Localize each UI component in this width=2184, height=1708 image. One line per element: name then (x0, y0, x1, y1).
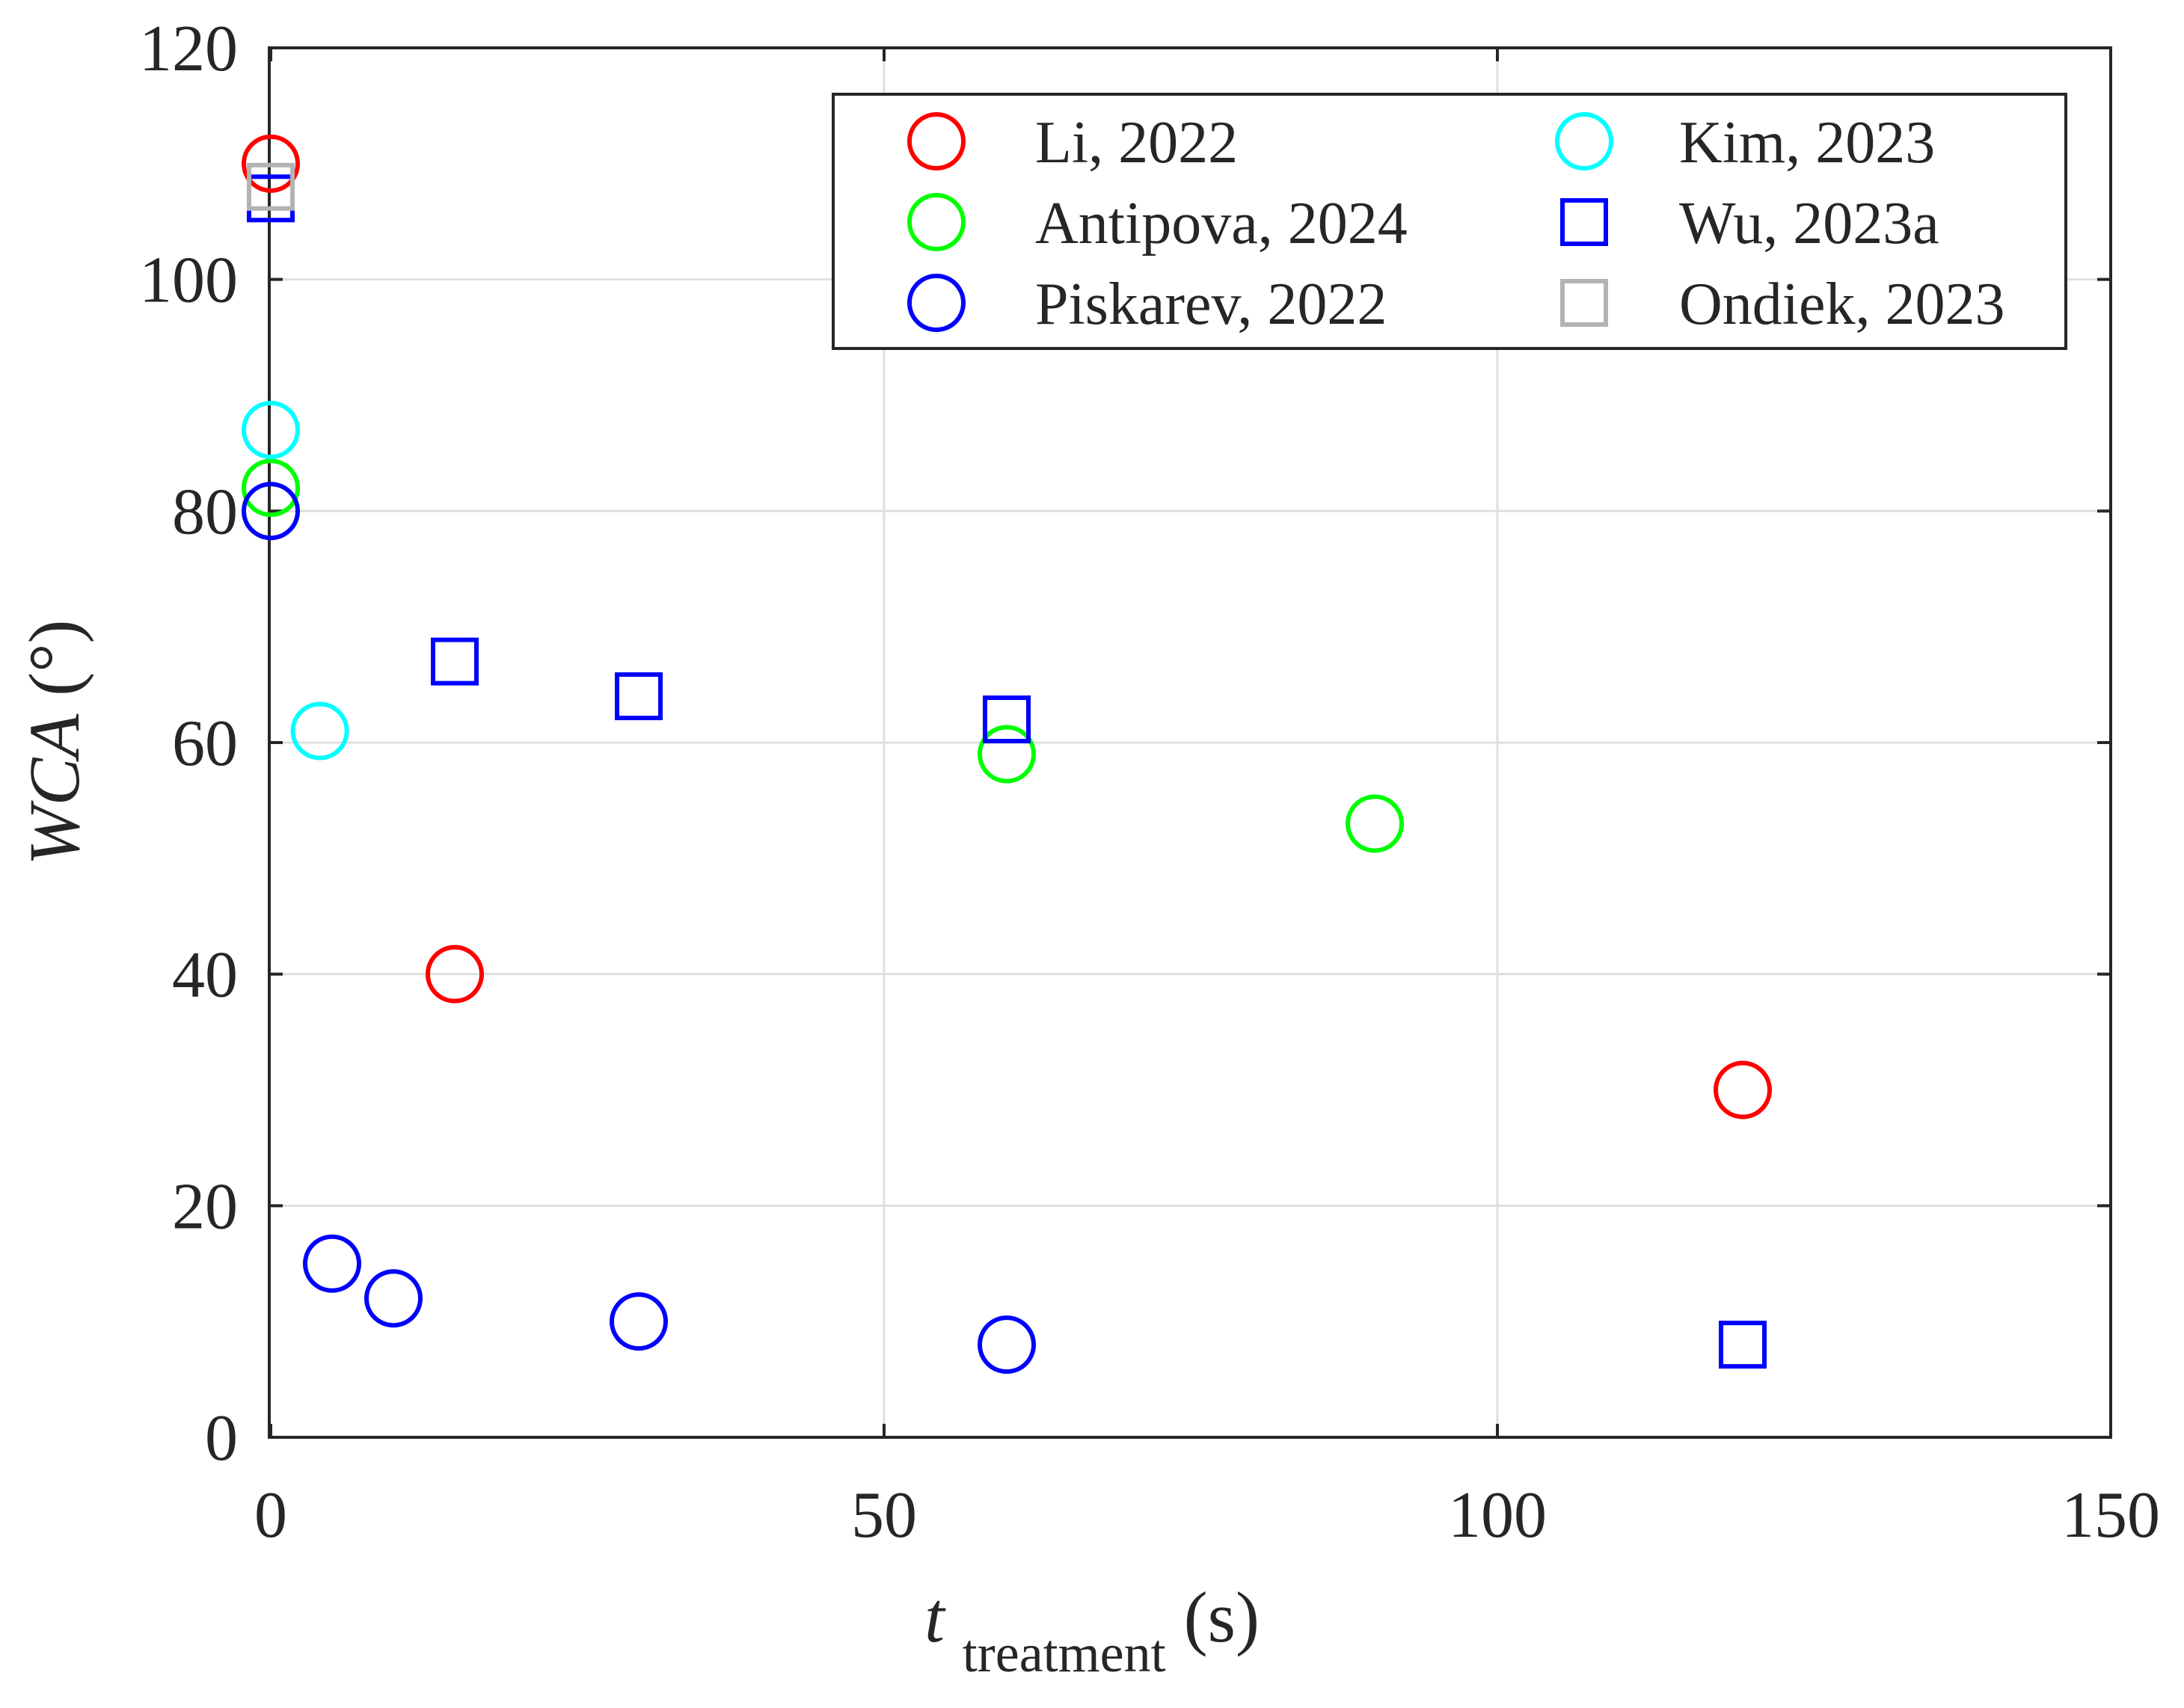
x-tick-label: 50 (851, 1479, 917, 1552)
y-tick-label: 100 (139, 245, 238, 317)
point-kim-2023 (290, 701, 349, 761)
point-antipova-2024 (978, 725, 1036, 784)
point-ondiek-2023 (247, 162, 295, 211)
point-antipova-2024 (1346, 794, 1404, 853)
x-tick-label: 0 (254, 1479, 287, 1552)
y-axis-label: WCA (°) (14, 620, 94, 866)
y-tick-label: 80 (172, 476, 238, 548)
y-axis-label-unit: (°) (14, 620, 94, 696)
x-axis-label: t treatment (s) (924, 1577, 1260, 1687)
point-piskarev-2022 (303, 1234, 361, 1293)
y-tick-label: 120 (139, 13, 238, 85)
point-wu-2023a (983, 695, 1031, 744)
legend-marker-li-2022 (907, 112, 966, 171)
legend-label-kim-2023: Kim, 2023 (1679, 110, 1935, 176)
point-li-2022 (242, 134, 300, 193)
legend-marker-kim-2023 (1555, 112, 1613, 171)
legend-label-piskarev-2022: Piskarev, 2022 (1035, 271, 1387, 337)
tick-labels: 0 50 100 150 0 20 40 60 80 100 120 (139, 13, 2160, 1552)
legend-items: Li, 2022 Antipova, 2024 Piskarev, 2022 Kim,… (907, 110, 2005, 337)
legend-label-wu-2023a: Wu, 2023a (1679, 191, 1939, 256)
point-li-2022 (1714, 1060, 1772, 1119)
point-li-2022 (426, 944, 484, 1004)
plot-frame (268, 46, 2112, 1439)
point-wu-2023a (431, 637, 479, 686)
legend-label-li-2022: Li, 2022 (1035, 110, 1238, 176)
x-tick-label: 150 (2061, 1479, 2160, 1552)
point-wu-2023a (1719, 1321, 1767, 1369)
point-piskarev-2022 (242, 482, 300, 541)
point-antipova-2024 (242, 458, 300, 517)
y-tick-label: 20 (172, 1170, 238, 1243)
point-piskarev-2022 (610, 1292, 668, 1351)
legend-marker-wu-2023a (1560, 198, 1608, 246)
y-tick-label: 60 (172, 707, 238, 780)
y-axis-label-main: WCA (14, 713, 94, 865)
legend-label-antipova-2024: Antipova, 2024 (1035, 191, 1408, 256)
point-wu-2023a (615, 672, 663, 721)
x-axis-label-unit: (s) (1184, 1577, 1260, 1657)
legend-box (832, 93, 2067, 350)
y-tick-label: 0 (205, 1402, 238, 1475)
legend-label-ondiek-2023: Ondiek, 2023 (1679, 271, 2005, 337)
x-axis-label-subscript: treatment (963, 1623, 1166, 1683)
point-kim-2023 (242, 400, 300, 459)
legend: Li, 2022 Antipova, 2024 Piskarev, 2022 Kim,… (832, 93, 2067, 350)
legend-marker-piskarev-2022 (907, 274, 966, 332)
legend-marker-antipova-2024 (907, 193, 966, 251)
x-tick-label: 100 (1448, 1479, 1547, 1552)
point-piskarev-2022 (978, 1315, 1036, 1374)
y-tick-label: 40 (172, 939, 238, 1012)
data-points (242, 134, 1772, 1374)
x-axis-label-main: t (924, 1577, 946, 1657)
point-piskarev-2022 (364, 1269, 423, 1328)
legend-marker-ondiek-2023 (1560, 279, 1608, 327)
